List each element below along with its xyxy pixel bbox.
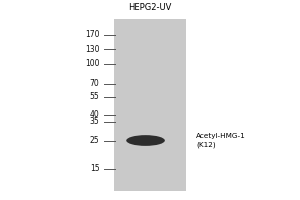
- Text: 35: 35: [90, 117, 100, 126]
- Text: 55: 55: [90, 92, 100, 101]
- Text: 170: 170: [85, 30, 100, 39]
- Bar: [114, 19, 186, 191]
- Text: 40: 40: [90, 110, 100, 119]
- Text: 25: 25: [90, 136, 100, 145]
- Text: 15: 15: [90, 164, 100, 173]
- Text: 130: 130: [85, 45, 100, 54]
- Text: HEPG2-UV: HEPG2-UV: [128, 3, 172, 12]
- Text: 100: 100: [85, 59, 100, 68]
- Text: 70: 70: [90, 79, 100, 88]
- Text: Acetyl-HMG-1
(K12): Acetyl-HMG-1 (K12): [196, 133, 246, 148]
- Ellipse shape: [126, 135, 165, 146]
